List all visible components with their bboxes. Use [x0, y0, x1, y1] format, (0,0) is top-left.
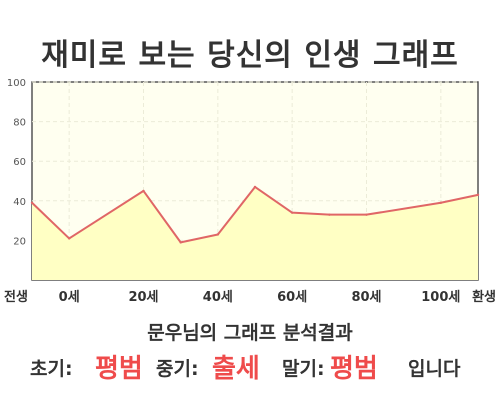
data-point — [439, 201, 443, 204]
data-point — [476, 193, 480, 197]
data-point — [67, 237, 71, 240]
early-value: 평범 — [95, 354, 143, 384]
x-tick-label: 80세 — [351, 290, 381, 305]
x-tick-label: 20세 — [128, 290, 158, 305]
data-point — [179, 241, 182, 244]
x-tick-label: 100세 — [421, 290, 460, 305]
data-point — [290, 211, 294, 214]
life-graph-chart: 100 80 60 40 20 전생 0세 20세 40세 60세 80세 100세 환생 — [4, 78, 496, 305]
y-tick-label: 80 — [13, 118, 26, 129]
mid-label: 중기: — [156, 358, 199, 380]
analysis-heading: 문우님의 그래프 분석결과 — [147, 322, 353, 344]
page-title: 재미로 보는 당신의 인생 그래프 — [41, 38, 459, 73]
x-tick-label: 전생 — [4, 289, 28, 305]
y-tick-label: 60 — [13, 157, 26, 168]
mid-value: 출세 — [212, 354, 260, 384]
ending-text: 입니다 — [408, 358, 461, 380]
analysis-result-line: 초기: 평범 중기: 출세 말기: 평범 입니다 — [0, 348, 500, 384]
data-point — [253, 185, 257, 189]
y-tick-label: 20 — [13, 236, 26, 247]
y-tick-label: 100 — [7, 78, 26, 89]
data-point — [216, 233, 220, 236]
early-label: 초기: — [30, 358, 73, 380]
data-point — [328, 213, 331, 216]
late-value: 평범 — [330, 354, 378, 384]
y-tick-label: 40 — [13, 197, 26, 208]
late-label: 말기: — [282, 358, 325, 380]
data-point — [142, 189, 145, 193]
x-tick-label: 환생 — [472, 289, 496, 305]
x-tick-label: 40세 — [203, 290, 233, 305]
x-tick-label: 0세 — [59, 290, 80, 305]
area-fill — [32, 186, 478, 280]
x-tick-label: 60세 — [277, 290, 307, 305]
data-point — [30, 201, 34, 204]
data-point — [365, 213, 368, 216]
